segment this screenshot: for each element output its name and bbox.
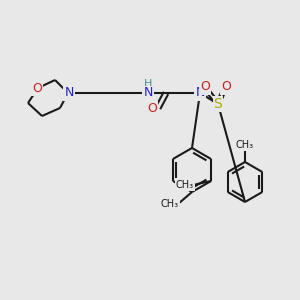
Text: CH₃: CH₃ xyxy=(236,140,254,150)
Text: N: N xyxy=(143,86,153,100)
Text: O: O xyxy=(32,82,42,94)
Text: N: N xyxy=(64,86,74,100)
Text: N: N xyxy=(195,86,205,100)
Text: H: H xyxy=(144,79,152,89)
Text: O: O xyxy=(221,80,231,94)
Text: O: O xyxy=(200,80,210,94)
Text: O: O xyxy=(147,101,157,115)
Text: S: S xyxy=(214,97,222,111)
Text: CH₃: CH₃ xyxy=(161,199,179,209)
Text: CH₃: CH₃ xyxy=(176,180,194,190)
